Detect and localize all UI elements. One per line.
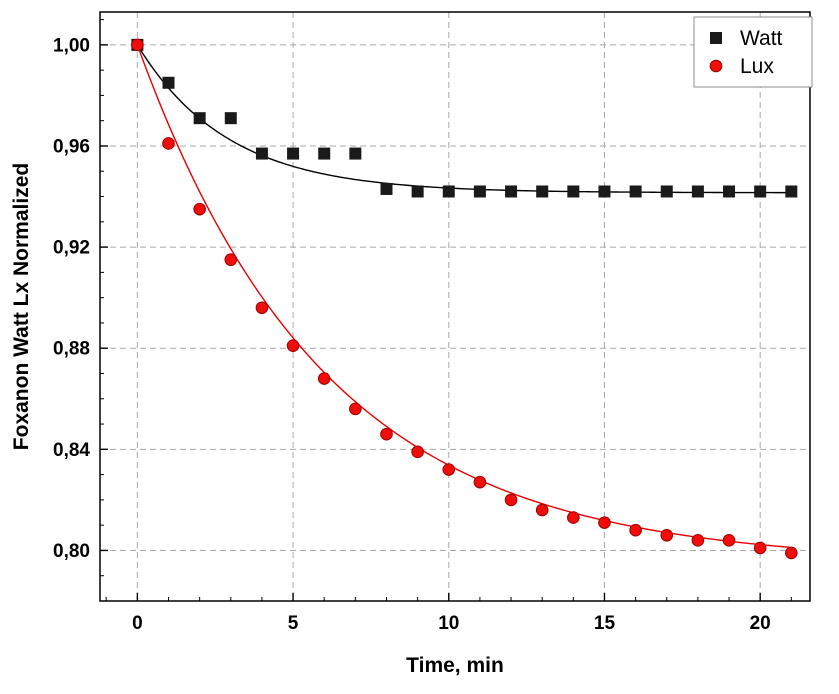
data-point-watt (505, 185, 518, 198)
data-point-watt (349, 147, 362, 160)
data-point-watt (442, 185, 455, 198)
data-point-lux (473, 475, 487, 489)
data-point-lux (722, 534, 736, 547)
data-point-lux (286, 339, 300, 352)
data-point-lux (193, 202, 206, 216)
data-point-lux (162, 137, 175, 150)
data-point-watt (567, 185, 580, 198)
data-point-lux (411, 445, 424, 459)
fit-line-watt (136, 44, 792, 194)
data-point-lux (785, 546, 798, 560)
data-point-watt (193, 112, 206, 125)
x-tick-label: 15 (594, 613, 616, 634)
data-point-watt (411, 185, 424, 198)
x-tick-label: 5 (288, 613, 299, 634)
x-tick-label: 20 (750, 613, 771, 634)
data-point-watt (754, 185, 767, 198)
legend-label-lux: Lux (740, 55, 774, 78)
data-point-watt (287, 147, 300, 160)
data-point-watt (785, 185, 798, 198)
data-point-lux (753, 541, 767, 555)
data-point-watt (629, 185, 642, 198)
x-tick-label: 10 (438, 613, 459, 634)
data-point-lux (691, 534, 705, 547)
data-point-lux (317, 372, 331, 385)
fit-line-lux (136, 44, 792, 549)
plot-frame (99, 11, 811, 602)
legend-box (693, 16, 813, 88)
y-tick-label: 0,92 (53, 238, 90, 259)
y-tick-label: 0,96 (53, 136, 90, 157)
x-axis-title: Time, min (406, 654, 504, 677)
data-point-lux (442, 463, 456, 476)
data-point-lux (131, 38, 144, 52)
data-point-watt (318, 147, 331, 160)
data-point-lux (629, 523, 642, 537)
data-point-lux (349, 402, 362, 416)
data-point-lux (380, 427, 393, 441)
data-point-lux (660, 528, 674, 542)
data-point-lux (224, 253, 238, 267)
data-point-lux (598, 516, 611, 529)
y-tick-label: 0,80 (53, 541, 90, 562)
x-tick-label: 0 (132, 613, 143, 634)
data-point-watt (536, 185, 549, 198)
legend-label-watt: Watt (740, 27, 783, 50)
data-point-watt (723, 185, 736, 198)
data-point-lux (535, 503, 549, 517)
data-point-watt (598, 185, 611, 198)
y-tick-label: 1,00 (53, 35, 90, 56)
data-point-watt (660, 185, 673, 198)
data-point-watt (691, 185, 704, 198)
y-axis-title: Foxanon Watt Lx Normalized (10, 163, 33, 450)
data-point-watt (224, 112, 237, 125)
data-point-watt (162, 76, 175, 89)
y-tick-label: 0,88 (53, 339, 90, 360)
data-point-lux (504, 493, 518, 507)
legend-marker-lux (709, 59, 723, 73)
data-point-lux (255, 301, 269, 315)
data-point-watt (255, 147, 268, 160)
data-point-lux (567, 511, 580, 524)
y-tick-label: 0,84 (53, 440, 90, 461)
data-point-watt (380, 182, 393, 195)
legend-marker-watt (710, 32, 722, 44)
data-point-watt (473, 185, 486, 198)
